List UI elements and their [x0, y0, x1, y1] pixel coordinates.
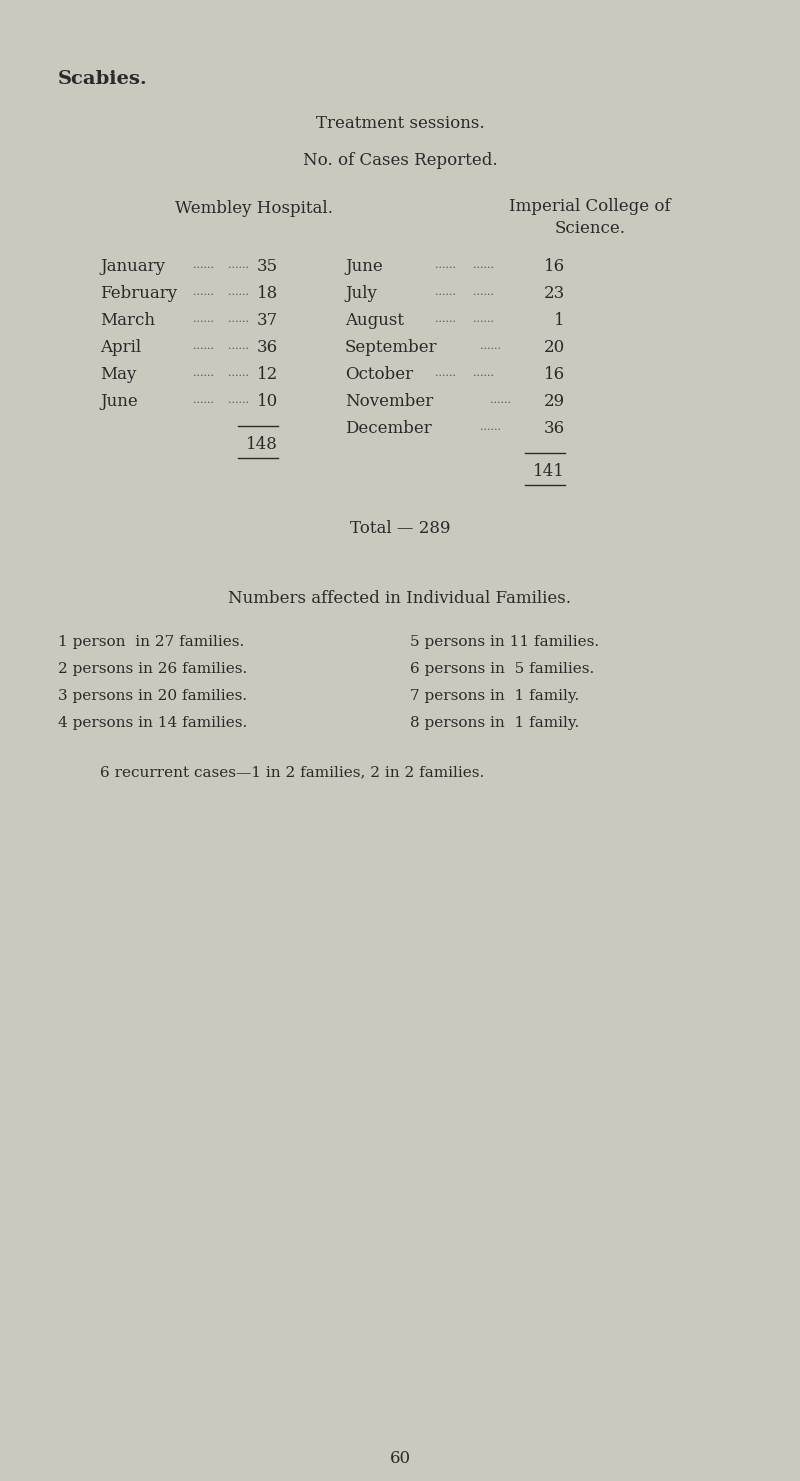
Text: 20: 20 — [544, 339, 565, 355]
Text: 36: 36 — [544, 421, 565, 437]
Text: 6 persons in  5 families.: 6 persons in 5 families. — [410, 662, 594, 675]
Text: Science.: Science. — [554, 221, 626, 237]
Text: ......: ...... — [473, 287, 494, 298]
Text: 29: 29 — [544, 392, 565, 410]
Text: 1 person  in 27 families.: 1 person in 27 families. — [58, 635, 244, 649]
Text: Wembley Hospital.: Wembley Hospital. — [175, 200, 333, 218]
Text: June: June — [345, 258, 382, 275]
Text: ......: ...... — [435, 261, 456, 270]
Text: ......: ...... — [228, 261, 249, 270]
Text: May: May — [100, 366, 136, 384]
Text: ......: ...... — [473, 314, 494, 324]
Text: 37: 37 — [257, 312, 278, 329]
Text: ......: ...... — [490, 395, 511, 404]
Text: September: September — [345, 339, 438, 355]
Text: 4 persons in 14 families.: 4 persons in 14 families. — [58, 715, 247, 730]
Text: April: April — [100, 339, 141, 355]
Text: October: October — [345, 366, 413, 384]
Text: ......: ...... — [480, 341, 501, 351]
Text: 141: 141 — [533, 464, 565, 480]
Text: Total — 289: Total — 289 — [350, 520, 450, 538]
Text: ......: ...... — [228, 395, 249, 404]
Text: 60: 60 — [390, 1450, 410, 1468]
Text: 23: 23 — [544, 284, 565, 302]
Text: 8 persons in  1 family.: 8 persons in 1 family. — [410, 715, 579, 730]
Text: February: February — [100, 284, 177, 302]
Text: 12: 12 — [257, 366, 278, 384]
Text: ......: ...... — [193, 341, 214, 351]
Text: ......: ...... — [193, 367, 214, 378]
Text: 6 recurrent cases—1 in 2 families, 2 in 2 families.: 6 recurrent cases—1 in 2 families, 2 in … — [100, 766, 484, 779]
Text: 16: 16 — [544, 366, 565, 384]
Text: 5 persons in 11 families.: 5 persons in 11 families. — [410, 635, 599, 649]
Text: ......: ...... — [473, 261, 494, 270]
Text: Scabies.: Scabies. — [58, 70, 148, 87]
Text: 16: 16 — [544, 258, 565, 275]
Text: 7 persons in  1 family.: 7 persons in 1 family. — [410, 689, 579, 703]
Text: November: November — [345, 392, 434, 410]
Text: Treatment sessions.: Treatment sessions. — [316, 116, 484, 132]
Text: 3 persons in 20 families.: 3 persons in 20 families. — [58, 689, 247, 703]
Text: June: June — [100, 392, 138, 410]
Text: No. of Cases Reported.: No. of Cases Reported. — [302, 153, 498, 169]
Text: 2 persons in 26 families.: 2 persons in 26 families. — [58, 662, 247, 675]
Text: 1: 1 — [554, 312, 565, 329]
Text: ......: ...... — [193, 261, 214, 270]
Text: 148: 148 — [246, 435, 278, 453]
Text: ......: ...... — [228, 287, 249, 298]
Text: December: December — [345, 421, 432, 437]
Text: ......: ...... — [480, 422, 501, 432]
Text: July: July — [345, 284, 377, 302]
Text: ......: ...... — [473, 367, 494, 378]
Text: ......: ...... — [228, 367, 249, 378]
Text: ......: ...... — [193, 314, 214, 324]
Text: 35: 35 — [257, 258, 278, 275]
Text: 18: 18 — [257, 284, 278, 302]
Text: ......: ...... — [228, 341, 249, 351]
Text: August: August — [345, 312, 404, 329]
Text: ......: ...... — [228, 314, 249, 324]
Text: ......: ...... — [435, 287, 456, 298]
Text: January: January — [100, 258, 165, 275]
Text: Imperial College of: Imperial College of — [509, 198, 671, 215]
Text: ......: ...... — [435, 367, 456, 378]
Text: ......: ...... — [435, 314, 456, 324]
Text: 36: 36 — [257, 339, 278, 355]
Text: ......: ...... — [193, 395, 214, 404]
Text: March: March — [100, 312, 155, 329]
Text: 10: 10 — [257, 392, 278, 410]
Text: Numbers affected in Individual Families.: Numbers affected in Individual Families. — [229, 589, 571, 607]
Text: ......: ...... — [193, 287, 214, 298]
